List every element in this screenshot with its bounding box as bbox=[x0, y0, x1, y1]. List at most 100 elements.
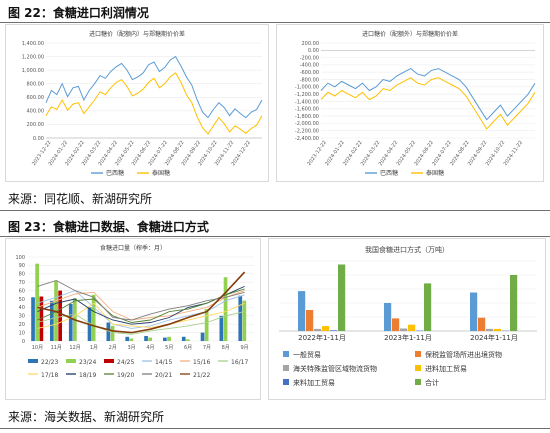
figure-22-top-rule bbox=[0, 22, 550, 23]
figure-22-title: 图 22：食糖进口利润情况 bbox=[8, 6, 149, 20]
y-tick-label: 90 bbox=[19, 263, 25, 269]
legend-label: 来料加工贸易 bbox=[293, 378, 335, 387]
bar bbox=[186, 339, 190, 341]
y-tick-label: -2,200.00 bbox=[295, 128, 319, 134]
series-line bbox=[320, 68, 536, 121]
bar bbox=[298, 291, 306, 331]
x-tick-label: 7月 bbox=[203, 345, 211, 351]
series-line bbox=[37, 311, 245, 335]
chart-title: 进口糖价（配额内）与郑糖期价价差 bbox=[89, 30, 185, 38]
bar bbox=[144, 336, 148, 341]
series-line bbox=[37, 290, 245, 321]
legend-swatch bbox=[66, 359, 76, 363]
bar bbox=[181, 336, 186, 341]
legend-label: 泰国糖 bbox=[426, 169, 444, 177]
bar bbox=[330, 330, 338, 331]
y-tick-label: 40 bbox=[19, 305, 25, 311]
y-tick-label: -1,400.00 bbox=[295, 99, 319, 105]
legend-label: 海关特殊监管区域物流货物 bbox=[293, 364, 377, 373]
bar bbox=[106, 322, 111, 341]
y-tick-label: 1,200.00 bbox=[22, 54, 44, 60]
y-tick-label: -1,200.00 bbox=[295, 92, 319, 98]
x-tick-label: 9月 bbox=[240, 345, 248, 351]
legend-swatch bbox=[283, 351, 289, 357]
series-line bbox=[37, 288, 245, 323]
legend-label: 巴西糖 bbox=[380, 169, 398, 177]
bar bbox=[223, 277, 228, 341]
series-line bbox=[37, 280, 245, 321]
legend-swatch bbox=[415, 365, 421, 371]
x-tick-label: 1月 bbox=[90, 345, 98, 351]
x-tick-label: 10月 bbox=[32, 345, 43, 351]
y-tick-label: -600.00 bbox=[300, 70, 319, 76]
legend-swatch bbox=[415, 351, 421, 357]
bar bbox=[204, 309, 209, 341]
y-tick-label: 0 bbox=[22, 339, 25, 345]
x-tick-label: 2024年1-11月 bbox=[470, 333, 518, 342]
bar bbox=[486, 328, 494, 331]
bar bbox=[314, 328, 322, 331]
bar bbox=[125, 336, 130, 341]
x-tick-label: 2月 bbox=[109, 345, 117, 351]
legend-label: 一般贸易 bbox=[293, 350, 321, 359]
bar bbox=[392, 318, 400, 331]
legend-label: 保税监管场所进出境货物 bbox=[425, 350, 502, 359]
x-tick-label: 2023年1-11月 bbox=[384, 333, 432, 342]
legend-swatch bbox=[415, 379, 421, 385]
bar bbox=[200, 332, 205, 341]
bar bbox=[306, 310, 314, 331]
bar bbox=[424, 283, 432, 331]
y-tick-label: -1,600.00 bbox=[295, 107, 319, 113]
bar bbox=[35, 263, 39, 341]
legend-label: 20/21 bbox=[155, 372, 172, 379]
chart-inside-quota: 进口糖价（配额内）与郑糖期价价差 0.00 200.00 400.00 600.00 80… bbox=[22, 30, 263, 177]
y-tick-label: -200.00 bbox=[300, 55, 319, 61]
legend-swatch bbox=[104, 359, 114, 363]
chart-title: 食糖进口量（榨季：月） bbox=[100, 244, 166, 252]
bar bbox=[408, 324, 416, 331]
bar bbox=[400, 328, 408, 331]
legend-label: 15/16 bbox=[193, 359, 210, 366]
legend-label: 22/23 bbox=[41, 359, 58, 366]
figure-22-source: 来源：同花顺、新湖研究所 bbox=[8, 192, 153, 206]
bar bbox=[238, 295, 243, 341]
y-tick-label: 10 bbox=[19, 330, 25, 336]
chart-sugar-imports: 食糖进口量（榨季：月） 0 10 20 30 40 50 60 70 80 90 100 10月 11月 1… bbox=[15, 244, 254, 379]
bar bbox=[129, 338, 134, 341]
series-line bbox=[37, 302, 245, 329]
panel-outside-quota: 进口糖价（配额外）与郑糖期价价差 -2,400.00 -2,200.00 -2,000… bbox=[276, 24, 544, 182]
legend-label: 19/20 bbox=[117, 372, 134, 379]
y-tick-label: 20 bbox=[19, 322, 25, 328]
figure-22-bottom-rule bbox=[0, 210, 550, 211]
legend-label: 巴西糖 bbox=[106, 169, 124, 177]
figure-23-title: 图 23：食糖进口数据、食糖进口方式 bbox=[8, 220, 209, 234]
x-tick-label: 8月 bbox=[222, 345, 230, 351]
x-tick-label: 2022年1-11月 bbox=[298, 333, 346, 342]
bar bbox=[494, 328, 502, 331]
legend-label: 18/19 bbox=[79, 372, 96, 379]
bar bbox=[50, 300, 54, 341]
y-tick-label: 0.00 bbox=[308, 48, 319, 54]
series-line bbox=[320, 77, 536, 130]
x-tick-label: 12月 bbox=[69, 345, 80, 351]
x-tick-label: 11月 bbox=[51, 345, 62, 351]
x-tick-label: 6月 bbox=[184, 345, 192, 351]
y-tick-label: -1,000.00 bbox=[295, 85, 319, 91]
legend-label: 合计 bbox=[425, 378, 439, 387]
bar bbox=[322, 326, 330, 331]
x-tick-label: 5月 bbox=[165, 345, 173, 351]
y-tick-label: 200.00 bbox=[302, 41, 320, 47]
y-tick-label: 800.00 bbox=[27, 82, 45, 88]
y-tick-label: 1,000.00 bbox=[22, 68, 44, 74]
y-tick-label: 200.00 bbox=[27, 122, 45, 128]
y-tick-label: 60 bbox=[19, 288, 25, 294]
legend-label: 泰国糖 bbox=[152, 169, 170, 177]
bar bbox=[338, 264, 346, 331]
chart-outside-quota: 进口糖价（配额外）与郑糖期价价差 -2,400.00 -2,200.00-2,000… bbox=[295, 30, 536, 177]
y-tick-label: 1,400.00 bbox=[22, 41, 44, 47]
chart-title: 进口糖价（配额外）与郑糖期价价差 bbox=[362, 30, 458, 38]
y-tick-label: -2,000.00 bbox=[295, 121, 319, 127]
figure-23-source: 来源：海关数据、新湖研究所 bbox=[8, 410, 165, 424]
panel-import-methods: 我国食糖进口方式（万吨） 2022年1-11月 2023年1-11月 2024年1-1… bbox=[268, 238, 546, 400]
bar bbox=[163, 337, 167, 341]
